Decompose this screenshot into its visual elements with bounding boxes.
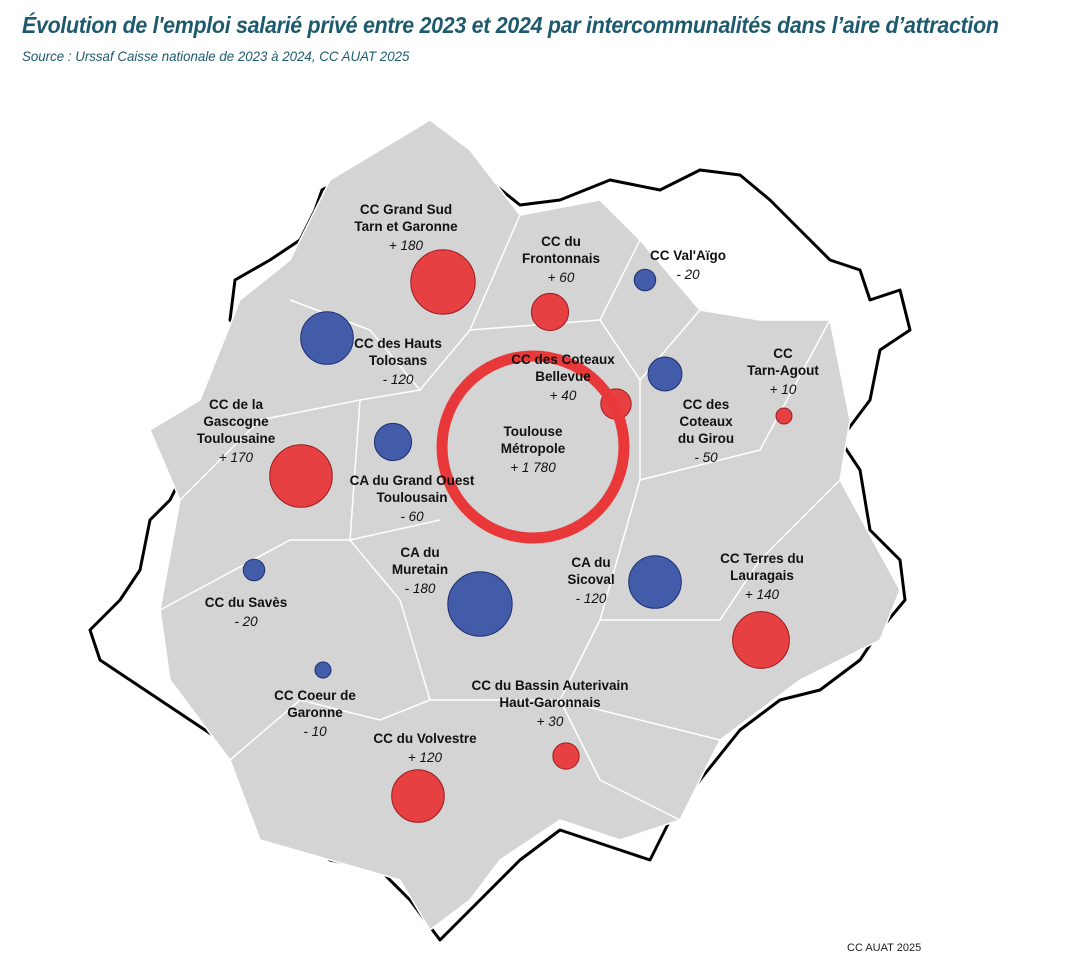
- territory-label-ca-du-muretain: CA du Muretain - 180: [392, 545, 448, 596]
- territory-label-ca-du-grand-ouest-toulousain: CA du Grand Ouest Toulousain - 60: [350, 473, 475, 524]
- territory-name: CC du Bassin Auterivain: [471, 678, 628, 693]
- employment-change-circle-cc-du-frontonnais: [530, 292, 570, 332]
- employment-change-circle-cc-de-la-gascogne-toulousaine: [269, 444, 333, 508]
- territory-name: Lauragais: [730, 568, 794, 583]
- territory-name: CC Coeur de: [274, 688, 356, 703]
- territory-value: + 140: [745, 587, 780, 602]
- territory-name: CC Val'Aïgo: [650, 248, 726, 263]
- territory-label-ca-du-sicoval: CA du Sicoval - 120: [567, 555, 614, 606]
- territory-value: + 1 780: [510, 460, 556, 475]
- employment-change-circle-cc-grand-sud-tarn-et-garonne: [410, 249, 476, 315]
- territory-name: Tarn et Garonne: [354, 219, 458, 234]
- employment-change-circle-cc-du-bassin-auterivain-haut-garonnais: [552, 742, 580, 770]
- territory-value: - 20: [676, 267, 700, 282]
- territory-name: Haut-Garonnais: [499, 695, 600, 710]
- employment-change-circle-cc-coeur-de-garonne: [314, 661, 332, 679]
- territory-value: - 60: [400, 509, 424, 524]
- territory-value: + 120: [408, 750, 443, 765]
- territory-area: [149, 119, 901, 932]
- territory-value: + 10: [770, 382, 797, 397]
- employment-change-ring-toulouse-metropole: [436, 350, 630, 544]
- territory-label-cc-tarn-agout: CC Tarn-Agout + 10: [747, 346, 819, 397]
- employment-change-circle-cc-val-aigo: [633, 268, 657, 292]
- territory-name: Sicoval: [567, 572, 614, 587]
- territory-value: + 170: [219, 450, 254, 465]
- employment-change-circle-ca-du-muretain: [447, 571, 513, 637]
- territory-label-cc-des-hauts-tolosans: CC des Hauts Tolosans - 120: [354, 336, 442, 387]
- territory-label-cc-coeur-de-garonne: CC Coeur de Garonne - 10: [274, 688, 356, 739]
- territory-name: Toulousaine: [197, 431, 276, 446]
- territory-name: CC des Hauts: [354, 336, 442, 351]
- employment-change-circle-cc-du-saves: [242, 558, 266, 582]
- territory-label-cc-de-la-gascogne-toulousaine: CC de la Gascogne Toulousaine + 170: [197, 397, 276, 465]
- territory-name: CC du: [541, 234, 581, 249]
- territory-value: - 50: [694, 450, 718, 465]
- territory-name: CC des Coteaux: [511, 352, 615, 367]
- territory-name: CA du: [400, 545, 439, 560]
- territory-name: Tolosans: [369, 353, 427, 368]
- employment-change-circle-cc-des-coteaux-du-girou: [647, 356, 683, 392]
- territory-name: CA du: [571, 555, 610, 570]
- territory-name: Toulousain: [377, 490, 448, 505]
- territory-name: CC du Volvestre: [373, 731, 477, 746]
- territory-value: + 60: [548, 270, 575, 285]
- territory-name: CC: [773, 346, 793, 361]
- territory-name: Tarn-Agout: [747, 363, 819, 378]
- territory-label-cc-grand-sud-tarn-et-garonne: CC Grand Sud Tarn et Garonne + 180: [354, 202, 458, 253]
- territory-value: - 10: [303, 724, 327, 739]
- territory-name: CA du Grand Ouest: [350, 473, 475, 488]
- territory-name: Muretain: [392, 562, 448, 577]
- territory-name: Frontonnais: [522, 251, 600, 266]
- employment-change-circle-cc-terres-du-lauragais: [732, 611, 790, 669]
- map-source: Source : Urssaf Caisse nationale de 2023…: [22, 48, 410, 64]
- employment-change-circle-cc-tarn-agout: [775, 407, 793, 425]
- territory-value: - 120: [576, 591, 607, 606]
- territory-label-cc-du-volvestre: CC du Volvestre + 120: [373, 731, 477, 765]
- map-title: Évolution de l'emploi salarié privé entr…: [22, 12, 999, 38]
- territory-name: Garonne: [287, 705, 343, 720]
- territory-name: Métropole: [501, 441, 566, 456]
- employment-change-circle-cc-du-volvestre: [391, 769, 445, 823]
- territory-value: - 20: [234, 614, 258, 629]
- employment-change-circle-cc-des-hauts-tolosans: [300, 311, 354, 365]
- territory-label-cc-terres-du-lauragais: CC Terres du Lauragais + 140: [720, 551, 804, 602]
- map-credit: CC AUAT 2025: [847, 942, 922, 954]
- territory-value: + 40: [550, 388, 577, 403]
- territory-label-cc-val-aigo: CC Val'Aïgo - 20: [650, 248, 726, 282]
- territory-name: Gascogne: [203, 414, 269, 429]
- territory-value: + 30: [537, 714, 564, 729]
- territory-name: CC de la: [209, 397, 264, 412]
- territory-label-toulouse-metropole: Toulouse Métropole + 1 780: [501, 424, 566, 475]
- territory-name: du Girou: [678, 431, 734, 446]
- territory-label-cc-du-bassin-auterivain-haut-garonnais: CC du Bassin Auterivain Haut-Garonnais + 3…: [471, 678, 628, 729]
- territory-name: Coteaux: [679, 414, 733, 429]
- territory-name: CC Grand Sud: [360, 202, 452, 217]
- attraction-area-outline: [88, 148, 912, 942]
- employment-change-circle-ca-du-sicoval: [628, 555, 682, 609]
- territory-label-cc-des-coteaux-du-girou: CC des Coteaux du Girou - 50: [678, 397, 734, 465]
- territory-value: - 180: [405, 581, 436, 596]
- territory-label-cc-du-saves: CC du Savès - 20: [205, 595, 288, 629]
- territory-value: + 180: [389, 238, 424, 253]
- territory-name: Toulouse: [504, 424, 563, 439]
- territory-label-cc-des-coteaux-bellevue: CC des Coteaux Bellevue + 40: [511, 352, 615, 403]
- territory-name: CC du Savès: [205, 595, 288, 610]
- territory-value: - 120: [383, 372, 414, 387]
- territory-name: CC des: [683, 397, 730, 412]
- territory-label-cc-du-frontonnais: CC du Frontonnais + 60: [522, 234, 600, 285]
- intercommunality-boundaries: [159, 214, 841, 821]
- territory-name: CC Terres du: [720, 551, 804, 566]
- territory-name: Bellevue: [535, 369, 591, 384]
- employment-change-circle-ca-du-grand-ouest-toulousain: [373, 422, 413, 462]
